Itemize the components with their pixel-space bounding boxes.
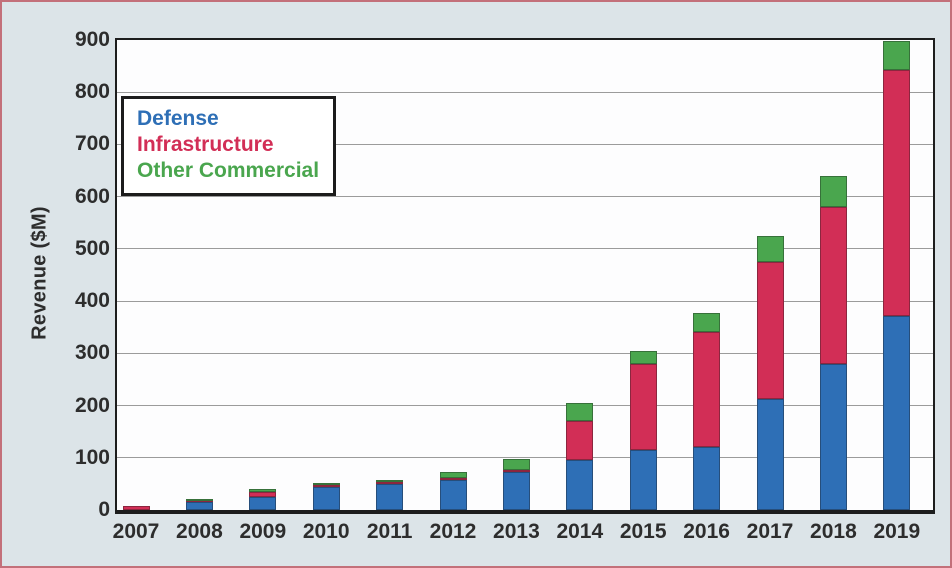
bar-segment-other-commercial — [439, 472, 467, 479]
y-tick-label: 100 — [74, 445, 110, 469]
bar-segment-infrastructure — [883, 70, 911, 316]
gridline — [117, 457, 933, 459]
y-tick-label: 600 — [74, 184, 110, 208]
bar-segment-infrastructure — [629, 363, 657, 450]
bar-segment-other-commercial — [566, 402, 594, 422]
x-tick-label: 2013 — [493, 520, 540, 543]
y-tick-label: 300 — [74, 341, 110, 365]
bar-segment-infrastructure — [693, 332, 721, 448]
y-tick-label: 900 — [74, 28, 110, 51]
bar-segment-other-commercial — [502, 459, 530, 471]
bar-segment-other-commercial — [249, 489, 277, 492]
x-tick-label: 2011 — [366, 520, 413, 543]
y-tick-label: 500 — [74, 236, 110, 260]
bar-segment-other-commercial — [312, 482, 340, 485]
y-tick-label: 0 — [98, 498, 110, 521]
x-tick-label: 2019 — [873, 520, 921, 543]
bar-segment-other-commercial — [819, 175, 847, 208]
bar-segment-other-commercial — [185, 499, 213, 502]
bar-segment-defense — [756, 399, 784, 510]
bar-segment-other-commercial — [693, 312, 721, 333]
bar-segment-defense — [439, 479, 467, 510]
legend-item-infrastructure: Infrastructure — [137, 133, 274, 156]
bar-segment-infrastructure — [312, 484, 340, 487]
plot-area: Defense Infrastructure Other Commercial — [115, 38, 935, 514]
x-tick-label: 2007 — [112, 520, 160, 543]
gridline — [117, 405, 933, 407]
bar-segment-defense — [376, 483, 404, 510]
bar-segment-defense — [693, 447, 721, 510]
bar-segment-defense — [566, 460, 594, 510]
bar-segment-other-commercial — [756, 235, 784, 262]
bar-segment-infrastructure — [756, 261, 784, 400]
y-tick-label: 400 — [74, 289, 110, 313]
legend-item-defense: Defense — [137, 107, 219, 130]
gridline — [117, 300, 933, 302]
bar-segment-defense — [819, 363, 847, 510]
y-tick-label: 700 — [74, 132, 110, 156]
x-tick-label: 2015 — [619, 520, 667, 543]
x-tick-label: 2009 — [239, 520, 287, 543]
bars-layer — [117, 40, 933, 510]
x-tick-label: 2016 — [683, 520, 730, 543]
bar-segment-defense — [502, 472, 530, 510]
gridline — [117, 91, 933, 93]
bar-segment-defense — [249, 496, 277, 510]
x-tick-label: 2018 — [810, 520, 857, 543]
bar-segment-infrastructure — [502, 470, 530, 473]
bar-segment-defense — [629, 449, 657, 510]
bar-segment-infrastructure — [376, 481, 404, 484]
x-tick-label: 2010 — [302, 520, 350, 543]
bar-segment-other-commercial — [629, 350, 657, 364]
x-tick-label: 2014 — [556, 520, 604, 543]
y-tick-label: 200 — [74, 393, 110, 417]
bar-segment-defense — [312, 486, 340, 510]
x-tick-label: 2012 — [429, 520, 477, 543]
bar-segment-infrastructure — [249, 491, 277, 497]
gridline — [117, 196, 933, 198]
bar-segment-infrastructure — [819, 207, 847, 364]
bar-segment-defense — [185, 502, 213, 510]
gridline — [117, 248, 933, 250]
bar-segment-infrastructure — [566, 421, 594, 461]
x-tick-label: 2008 — [176, 520, 223, 543]
gridline — [117, 352, 933, 354]
x-tick-label: 2017 — [746, 520, 794, 543]
gridline — [117, 143, 933, 145]
gridlines-layer — [117, 40, 933, 510]
legend-item-other-commercial: Other Commercial — [137, 159, 320, 182]
y-axis-title: Revenue ($M) — [28, 206, 51, 340]
bar-segment-infrastructure — [122, 505, 150, 510]
y-tick-label: 800 — [74, 80, 110, 104]
bar-segment-infrastructure — [439, 477, 467, 480]
bar-segment-other-commercial — [376, 479, 404, 483]
bar-segment-defense — [883, 315, 911, 510]
legend: Defense Infrastructure Other Commercial — [121, 96, 337, 196]
bar-segment-other-commercial — [883, 41, 911, 71]
